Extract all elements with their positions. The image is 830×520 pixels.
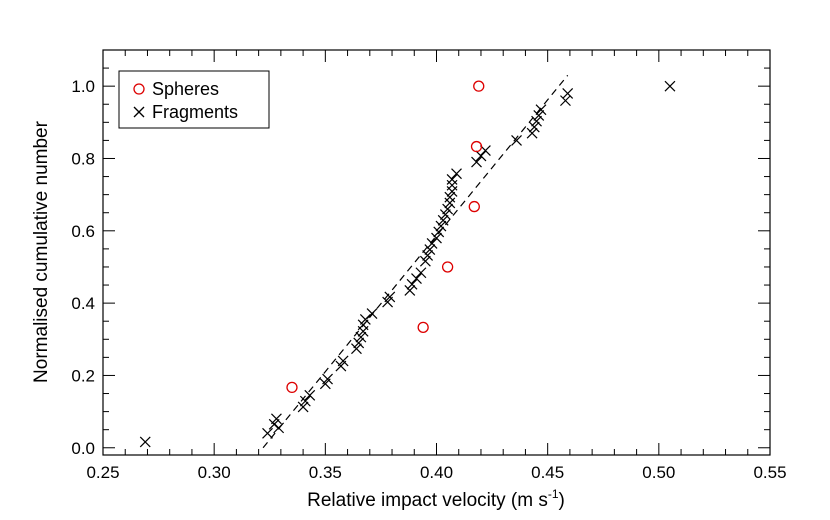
fragment-point bbox=[444, 197, 456, 209]
fragment-point bbox=[451, 168, 462, 180]
fragment-point bbox=[304, 389, 316, 401]
sphere-point bbox=[470, 140, 483, 153]
y-tick-label: 0.6 bbox=[71, 222, 95, 241]
x-tick-label: 0.55 bbox=[753, 463, 786, 482]
fragment-point bbox=[435, 220, 447, 232]
sphere-point bbox=[286, 381, 298, 394]
fragment-point bbox=[357, 319, 369, 331]
x-axis-title-tail: ) bbox=[559, 490, 565, 511]
x-tick-label: 0.50 bbox=[642, 463, 675, 482]
fragment-point bbox=[446, 174, 458, 185]
x-tick-labels: 0.25 0.30 0.35 0.40 0.45 0.50 0.55 bbox=[86, 463, 786, 482]
fragment-point bbox=[415, 267, 427, 279]
fragment-point bbox=[406, 278, 418, 290]
fragment-point bbox=[426, 238, 438, 249]
y-tick-label: 1.0 bbox=[71, 77, 95, 96]
legend-spheres-marker bbox=[133, 83, 145, 95]
fragment-point bbox=[533, 110, 545, 121]
fragment-point bbox=[273, 422, 285, 434]
x-axis-title: Relative impact velocity (m s-1) bbox=[307, 487, 565, 511]
fragment-point bbox=[384, 291, 396, 303]
fragment-point bbox=[560, 95, 571, 107]
legend-spheres-label: Spheres bbox=[152, 79, 219, 99]
y-tick-label: 0.0 bbox=[71, 439, 95, 458]
y-axis-title: Normalised cumulative number bbox=[31, 120, 52, 383]
legend-fragments-label: Fragments bbox=[152, 102, 238, 122]
fragment-point bbox=[442, 203, 454, 215]
fragment-point bbox=[299, 395, 311, 407]
y-tick-label: 0.8 bbox=[71, 149, 95, 168]
x-tick-label: 0.40 bbox=[420, 463, 453, 482]
fragment-point bbox=[511, 134, 522, 146]
y-tick-label: 0.2 bbox=[71, 366, 95, 385]
y-tick-labels: 0.0 0.2 0.4 0.6 0.8 1.0 bbox=[71, 77, 95, 458]
fragment-point bbox=[446, 179, 458, 191]
x-tick-label: 0.45 bbox=[531, 463, 564, 482]
sphere-point bbox=[441, 261, 454, 273]
fragment-point bbox=[337, 355, 349, 367]
fragment-point bbox=[433, 226, 445, 238]
fragment-point bbox=[535, 104, 547, 116]
fragment-point bbox=[404, 285, 416, 296]
x-tick-label: 0.35 bbox=[309, 463, 342, 482]
fit-line-layer bbox=[262, 74, 569, 449]
fragment-point bbox=[431, 232, 442, 244]
fragment-point bbox=[475, 150, 487, 162]
sphere-point bbox=[473, 80, 485, 92]
fragment-point bbox=[526, 127, 538, 139]
legend: Spheres Fragments bbox=[118, 70, 270, 129]
fragment-point bbox=[437, 214, 449, 226]
fragment-point bbox=[322, 373, 333, 385]
legend-box bbox=[118, 70, 270, 129]
fragment-point bbox=[419, 255, 431, 267]
fragment-point bbox=[353, 337, 365, 349]
x-tick-label: 0.30 bbox=[198, 463, 231, 482]
sphere-point bbox=[417, 321, 429, 334]
legend-fragments-marker bbox=[133, 106, 145, 118]
fragment-point bbox=[139, 436, 151, 448]
fragment-point bbox=[562, 87, 574, 99]
x-tick-label: 0.25 bbox=[86, 463, 119, 482]
fit-line bbox=[262, 74, 569, 449]
fragment-point bbox=[444, 191, 456, 203]
fragment-point bbox=[262, 427, 273, 439]
fragment-point bbox=[422, 249, 434, 261]
fragment-point bbox=[297, 401, 309, 413]
fragment-point bbox=[471, 156, 482, 168]
fragment-point bbox=[424, 244, 436, 256]
fragment-point bbox=[366, 308, 378, 320]
fragment-point bbox=[270, 413, 282, 425]
fragment-point bbox=[351, 343, 362, 355]
plot-frame bbox=[102, 49, 771, 456]
fragment-point bbox=[411, 273, 422, 284]
fragment-point bbox=[664, 80, 676, 92]
x-axis-title-superscript: -1 bbox=[548, 487, 559, 501]
fragment-point bbox=[531, 115, 542, 127]
fragment-point bbox=[528, 121, 540, 133]
fragment-point bbox=[439, 209, 451, 220]
points-layer bbox=[139, 80, 676, 448]
sphere-point bbox=[468, 200, 480, 213]
fragment-point bbox=[355, 331, 367, 343]
fragment-point bbox=[359, 313, 371, 325]
y-tick-label: 0.4 bbox=[71, 294, 95, 313]
